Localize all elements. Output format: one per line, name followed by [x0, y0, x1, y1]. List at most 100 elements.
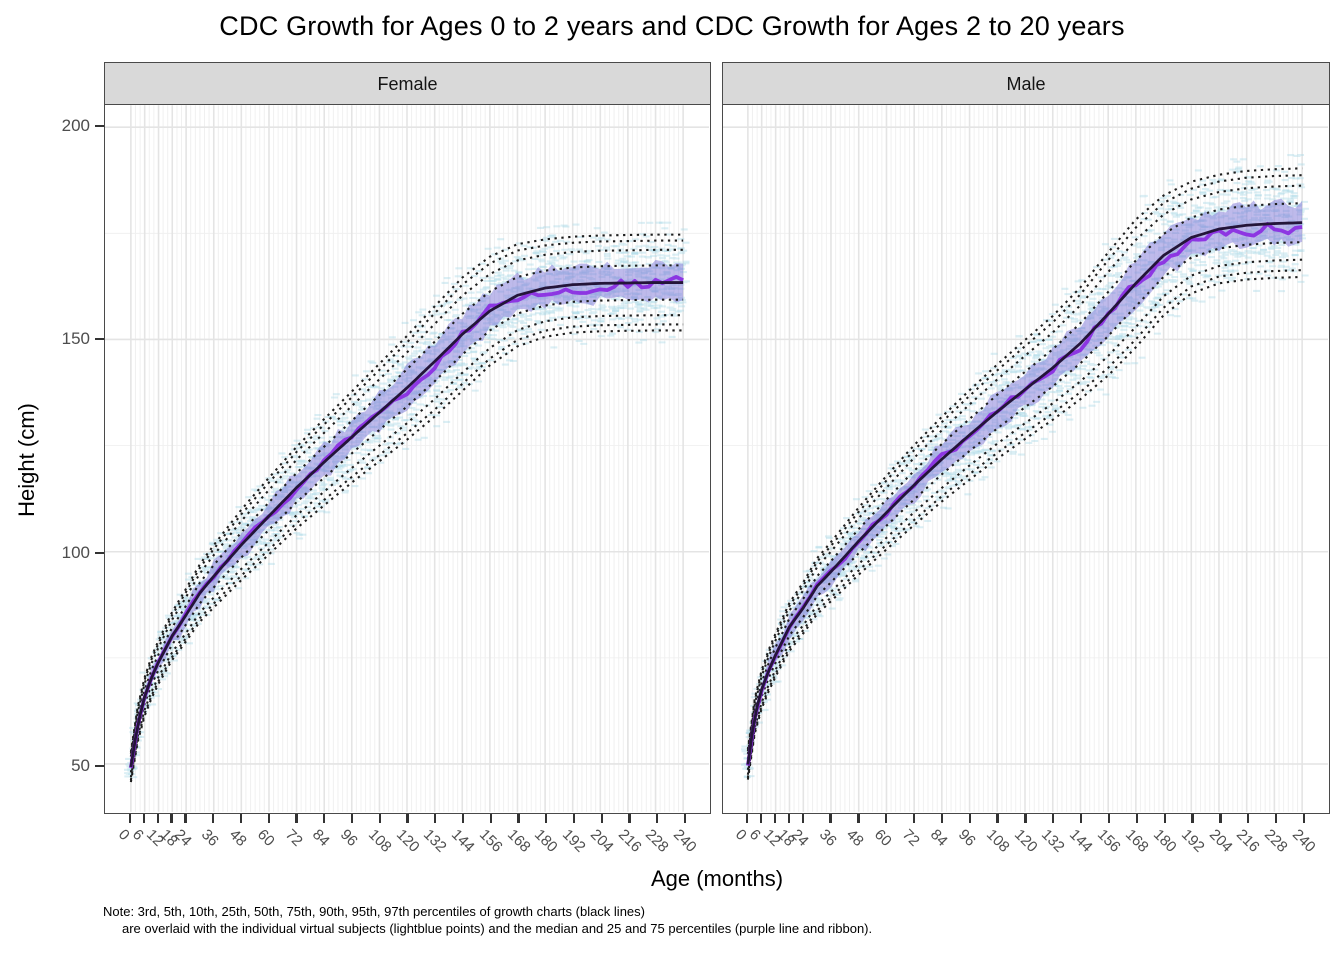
x-tick-mark	[572, 814, 576, 823]
percentile-dotted-line	[746, 167, 1303, 750]
x-tick-label: 180	[1149, 826, 1180, 856]
x-tick-mark	[1163, 814, 1166, 823]
x-tick-label: 48	[843, 826, 868, 850]
x-tick-mark	[156, 814, 159, 823]
x-tick-label: 180	[531, 826, 561, 856]
x-tick-label: 216	[614, 826, 645, 856]
cdc-median-line	[129, 281, 684, 768]
plot-panel-male	[722, 104, 1330, 814]
y-tick-label: 50	[71, 756, 90, 775]
cdc-median-line	[746, 221, 1303, 765]
x-tick-label: 144	[447, 826, 478, 856]
x-tick-mark	[323, 814, 326, 823]
panel-svg-male	[723, 105, 1328, 812]
y-axis-title: Height (cm)	[14, 403, 39, 517]
x-tick-mark	[184, 814, 187, 823]
x-tick-label: 168	[1121, 826, 1152, 856]
x-tick-mark	[1275, 814, 1278, 823]
x-tick-label: 120	[1010, 826, 1041, 856]
x-tick-label: 108	[982, 826, 1013, 856]
x-tick-label: 96	[954, 826, 979, 850]
x-tick-mark	[350, 814, 354, 823]
facet-strip-label: Female	[377, 73, 438, 94]
x-tick-mark	[1135, 814, 1139, 823]
x-tick-label: 84	[309, 826, 334, 850]
x-tick-mark	[628, 814, 631, 823]
x-tick-mark	[745, 814, 749, 823]
x-tick-mark	[912, 814, 916, 823]
x-tick-mark	[683, 814, 687, 823]
x-tick-label: 204	[586, 826, 617, 856]
x-tick-mark	[1052, 814, 1055, 823]
x-tick-label: 204	[1205, 826, 1236, 856]
x-tick-label: 228	[642, 826, 672, 856]
facet-strip-label: Male	[1006, 73, 1046, 94]
panel-svg-female	[105, 105, 709, 812]
x-tick-mark	[295, 814, 298, 823]
x-tick-mark	[489, 814, 492, 823]
x-tick-mark	[142, 814, 146, 823]
x-tick-label: 36	[198, 826, 223, 850]
facet-strip-male: Male	[722, 62, 1330, 106]
x-tick-label: 132	[420, 826, 450, 856]
x-tick-label: 48	[225, 826, 250, 850]
x-tick-mark	[801, 814, 804, 823]
x-tick-label: 24	[170, 826, 195, 850]
y-tick-mark	[95, 764, 104, 768]
x-tick-mark	[406, 814, 409, 823]
y-tick-mark	[95, 338, 104, 341]
x-tick-mark	[656, 814, 659, 823]
x-tick-mark	[128, 814, 132, 823]
x-tick-label: 60	[871, 826, 896, 850]
x-tick-mark	[170, 814, 173, 823]
y-tick-mark	[95, 124, 104, 128]
x-tick-label: 216	[1233, 826, 1263, 856]
percentile-dotted-line	[129, 233, 684, 752]
x-tick-mark	[885, 814, 888, 823]
x-tick-label: 228	[1261, 826, 1291, 856]
x-tick-label: 144	[1066, 826, 1096, 856]
x-tick-mark	[940, 814, 944, 823]
x-tick-label: 240	[669, 826, 700, 856]
y-tick-label: 200	[61, 116, 90, 135]
percentile-dotted-line	[746, 241, 1303, 771]
x-tick-label: 240	[1288, 826, 1319, 856]
x-tick-label: 84	[926, 826, 951, 850]
x-tick-label: 108	[364, 826, 395, 856]
x-tick-mark	[378, 814, 381, 823]
x-tick-mark	[600, 814, 603, 823]
note-caption: Note: 3rd, 5th, 10th, 25th, 50th, 75th, …	[103, 903, 872, 937]
note-line-2: are overlaid with the individual virtual…	[122, 921, 873, 936]
percentile-dotted-line	[129, 248, 684, 757]
x-tick-label: 36	[815, 826, 840, 850]
x-tick-mark	[212, 814, 215, 823]
x-tick-mark	[1219, 814, 1222, 823]
x-axis-title: Age (months)	[650, 866, 784, 891]
x-tick-label: 72	[899, 826, 923, 850]
y-tick-label: 150	[61, 329, 90, 349]
x-tick-label: 60	[253, 826, 278, 850]
x-tick-mark	[1107, 814, 1111, 823]
x-tick-mark	[1024, 814, 1027, 823]
x-tick-label: 156	[475, 826, 506, 856]
x-tick-label: 168	[503, 826, 534, 856]
y-tick-label: 100	[61, 542, 90, 562]
x-tick-mark	[517, 814, 520, 823]
note-line-1: Note: 3rd, 5th, 10th, 25th, 50th, 75th, …	[103, 904, 645, 919]
percentile-dotted-line	[746, 275, 1303, 780]
chart-title: CDC Growth for Ages 0 to 2 years and CDC…	[219, 11, 1125, 41]
x-tick-mark	[759, 814, 763, 823]
x-tick-label: 72	[281, 826, 306, 850]
x-tick-mark	[545, 814, 548, 823]
x-tick-label: 24	[787, 826, 812, 850]
x-tick-mark	[773, 814, 776, 823]
facet-strip-female: Female	[104, 62, 711, 106]
x-tick-mark	[787, 814, 790, 823]
x-tick-mark	[829, 814, 832, 823]
x-tick-mark	[996, 814, 999, 823]
x-tick-mark	[1080, 814, 1083, 823]
x-tick-mark	[857, 814, 860, 823]
x-tick-mark	[267, 814, 270, 823]
x-tick-mark	[968, 814, 971, 823]
x-tick-mark	[461, 814, 465, 823]
